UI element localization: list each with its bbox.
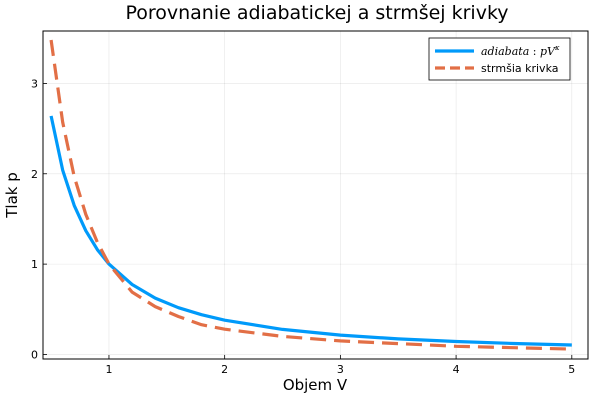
y-tick-label: 2 <box>31 168 38 181</box>
x-tick-label: 1 <box>105 363 112 376</box>
x-tick-label: 2 <box>221 363 228 376</box>
y-tick-label: 0 <box>31 348 38 361</box>
grid <box>43 31 588 359</box>
series-layer <box>49 39 572 351</box>
series-line-strmsia <box>49 39 572 351</box>
legend: adiabata : pVκ strmšia krivka <box>428 37 571 81</box>
ticks: 1 2 3 4 5 0 1 2 3 <box>31 77 575 376</box>
x-tick-label: 3 <box>337 363 344 376</box>
legend-box <box>428 37 571 81</box>
x-tick-label: 5 <box>568 363 575 376</box>
series-line-adiabata <box>49 115 572 347</box>
legend-label-strmsia: strmšia krivka <box>481 62 559 75</box>
legend-label-adiabata: adiabata : pVκ <box>481 44 560 58</box>
plot-frame <box>42 30 589 360</box>
y-tick-label: 1 <box>31 258 38 271</box>
x-axis-label: Objem V <box>283 376 348 394</box>
chart-title: Porovnanie adiabatickej a strmšej krivky <box>125 2 508 24</box>
x-tick-label: 4 <box>453 363 460 376</box>
y-tick-label: 3 <box>31 77 38 90</box>
y-axis-label: Tlak p <box>3 172 21 219</box>
